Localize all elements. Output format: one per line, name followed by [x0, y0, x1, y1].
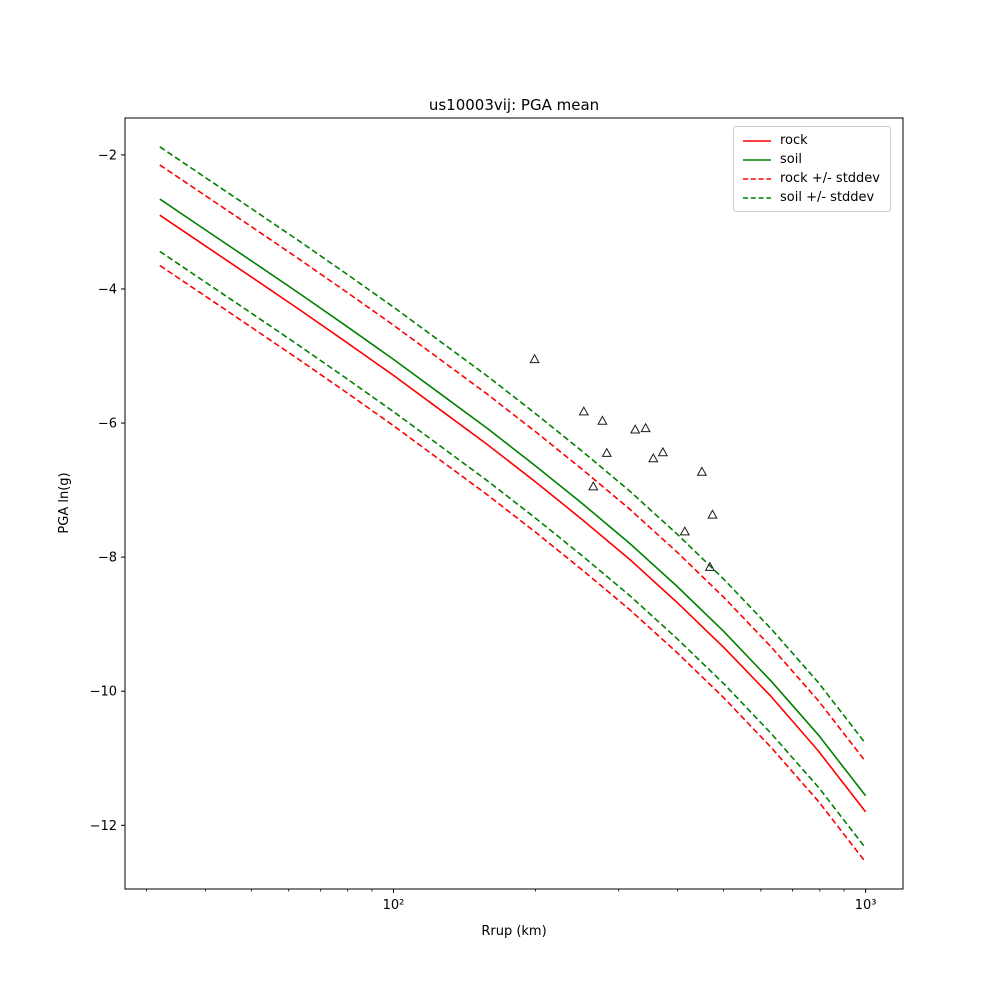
station-triangle-marker — [657, 446, 669, 457]
legend-line-sample — [743, 139, 771, 142]
x-axis-label: Rrup (km) — [481, 924, 546, 939]
legend: rock soil rock +/- stddev soil +/- stddev — [733, 126, 891, 212]
legend-entry-soil-stddev: soil +/- stddev — [742, 190, 882, 205]
station-triangle-marker — [529, 353, 540, 364]
y-tick-label: −10 — [90, 685, 117, 700]
legend-label-rock: rock — [780, 133, 808, 148]
legend-line-sample — [743, 196, 771, 199]
legend-label-soil-stddev: soil +/- stddev — [780, 190, 875, 205]
x-tick-label: 10³ — [855, 898, 877, 913]
station-triangle-marker — [648, 452, 659, 463]
chart-title: us10003vij: PGA mean — [429, 96, 599, 114]
legend-line-sample — [743, 177, 771, 180]
station-triangle-marker — [601, 447, 612, 457]
station-triangle-marker — [630, 424, 641, 434]
legend-entry-rock: rock — [742, 133, 882, 148]
curve-rock-stddev-lower — [159, 264, 867, 863]
station-triangle-marker — [588, 481, 599, 491]
station-triangle-marker — [597, 415, 608, 425]
curve-soil-stddev-upper — [159, 146, 867, 744]
station-triangle-marker — [578, 406, 589, 416]
x-tick-label: 10² — [383, 898, 405, 913]
plot-area: −2 −4 −6 −8 −10 −12 10² 10³ — [90, 117, 904, 913]
y-tick-label: −6 — [98, 417, 117, 432]
legend-label-rock-stddev: rock +/- stddev — [780, 171, 880, 186]
y-tick-label: −12 — [90, 819, 117, 834]
axes-frame — [124, 117, 904, 890]
legend-entry-rock-stddev: rock +/- stddev — [742, 171, 882, 186]
curve-rock — [159, 214, 867, 813]
station-triangle-marker — [679, 526, 690, 536]
y-axis-label: PGA ln(g) — [57, 472, 72, 533]
y-tick-label: −4 — [98, 282, 117, 297]
y-tick-label: −8 — [98, 551, 117, 566]
legend-line-sample — [743, 158, 771, 161]
legend-entry-soil: soil — [742, 152, 882, 167]
station-triangle-marker — [704, 561, 716, 571]
curve-soil — [159, 198, 867, 797]
y-tick-label: −2 — [98, 148, 117, 163]
curve-soil-stddev-lower — [159, 250, 867, 849]
station-triangle-marker — [707, 509, 718, 519]
station-triangle-marker — [640, 422, 651, 433]
legend-label-soil: soil — [780, 152, 802, 167]
curve-rock-stddev-upper — [159, 164, 867, 763]
station-triangle-marker — [696, 466, 708, 476]
